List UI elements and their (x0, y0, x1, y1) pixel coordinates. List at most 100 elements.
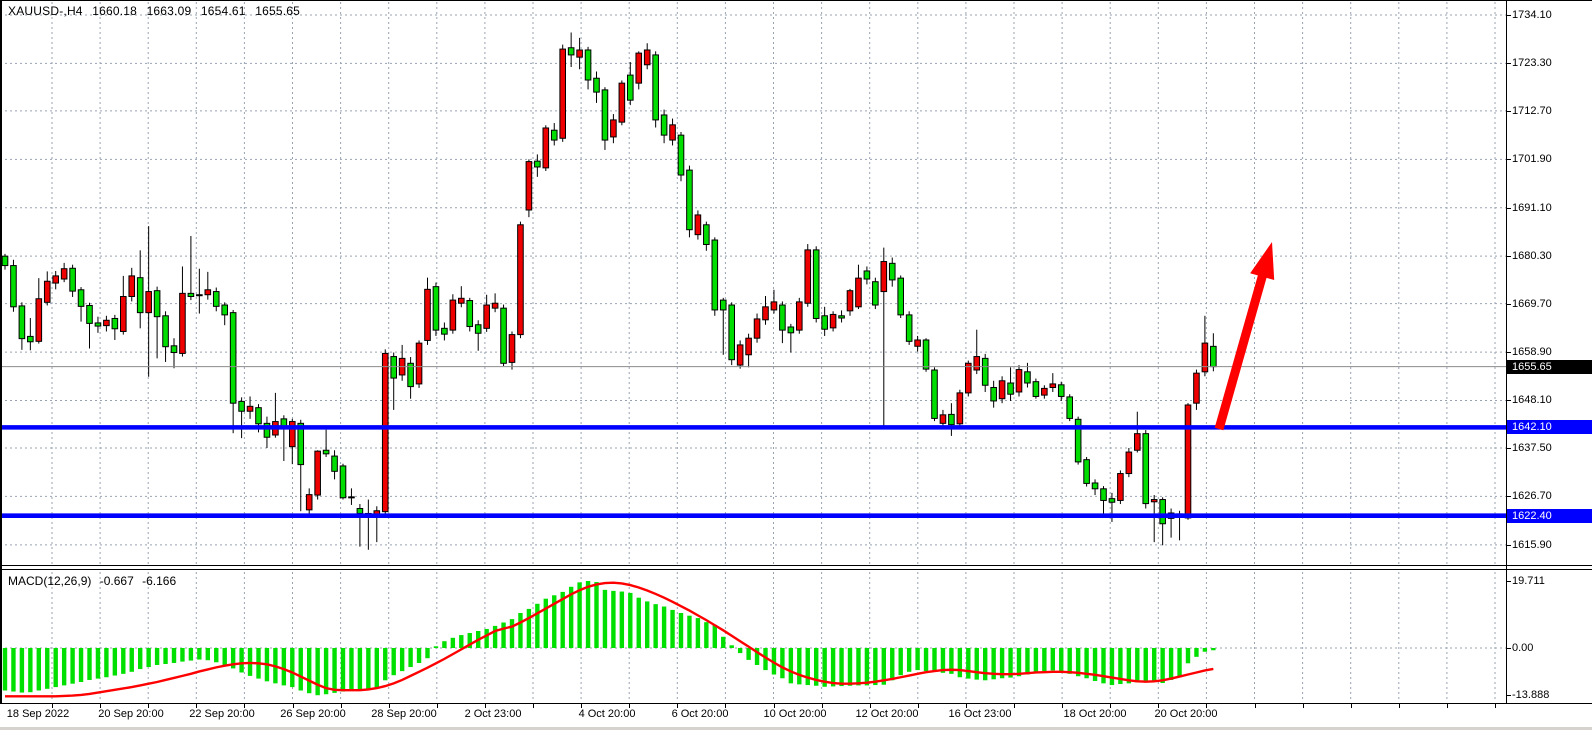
bull-candle (880, 261, 888, 293)
bull-candle (770, 301, 778, 311)
bear-candle (238, 400, 245, 412)
macd-histogram-bar (492, 625, 498, 648)
macd-histogram-bar (53, 648, 58, 688)
macd-histogram-bar (805, 648, 810, 686)
bull-candle (804, 249, 812, 304)
macd-histogram-bar (146, 648, 151, 668)
macd-histogram-bar (839, 648, 844, 687)
macd-histogram-bar (1202, 648, 1208, 652)
macd-histogram-bar (704, 622, 709, 648)
macd-histogram-bar (729, 645, 734, 648)
bull-candle (1015, 369, 1023, 393)
time-axis-tick (292, 703, 294, 708)
price-axis-tick (1506, 448, 1511, 449)
bear-candle (779, 304, 786, 331)
bear-candle (331, 455, 338, 472)
time-axis-tick (1158, 703, 1160, 708)
macd-histogram-bar (856, 648, 861, 686)
time-axis-label: 20 Sep 20:00 (98, 708, 164, 720)
bear-candle (703, 224, 710, 246)
macd-histogram-bar (957, 648, 963, 678)
macd-histogram-bar (1084, 648, 1089, 679)
bear-candle (170, 345, 178, 354)
window-left-border (0, 0, 2, 704)
bull-candle (1184, 404, 1192, 519)
bull-candle (973, 356, 981, 371)
bear-candle (1210, 345, 1217, 368)
macd-histogram-bar (1143, 648, 1148, 682)
bear-candle (356, 508, 364, 514)
time-axis-label: 20 Oct 20:00 (1154, 708, 1218, 720)
bear-candle (660, 114, 668, 136)
macd-histogram-bar (1177, 648, 1182, 678)
macd-histogram-bar (1050, 648, 1055, 671)
bear-candle (728, 304, 736, 361)
bear-candle (686, 169, 693, 231)
time-axis-tick (629, 703, 631, 708)
price-axis-tick (1506, 15, 1511, 17)
macd-histogram-bar (873, 648, 878, 686)
support-price-badge: 1642.10 (1507, 420, 1592, 435)
time-axis-label: 12 Oct 20:00 (855, 708, 919, 720)
macd-histogram-bar (391, 648, 396, 676)
macd-indicator-pane[interactable] (0, 570, 1506, 703)
macd-histogram-bar (1160, 648, 1165, 684)
bull-candle (458, 297, 465, 304)
bear-candle (888, 262, 896, 281)
bear-candle (297, 422, 305, 466)
macd-histogram-bar (340, 648, 346, 692)
macd-histogram-bar (121, 648, 126, 674)
current-price-badge: 1655.65 (1507, 359, 1592, 374)
macd-histogram-bar (670, 609, 675, 648)
macd-histogram-bar (188, 648, 194, 661)
price-axis-tick (1506, 496, 1511, 498)
macd-histogram-bar (535, 603, 540, 648)
macd-histogram-bar (357, 648, 363, 690)
price-chart-pane[interactable] (0, 0, 1506, 565)
macd-name: MACD(12,26,9) (8, 574, 92, 588)
bear-candle (981, 357, 989, 386)
bull-candle (669, 124, 676, 141)
macd-histogram-bar (374, 648, 379, 688)
macd-canvas[interactable] (0, 570, 1506, 703)
time-axis-tick (100, 703, 102, 708)
trend-arrow-head[interactable] (1250, 242, 1275, 281)
macd-histogram-bar (645, 601, 650, 648)
pane-divider-bottom[interactable] (0, 569, 1592, 570)
macd-histogram-bar (628, 592, 633, 648)
macd-histogram-bar (678, 612, 684, 648)
price-axis-label: 1626.70 (1512, 490, 1552, 503)
time-axis-tick (1110, 703, 1112, 708)
bull-candle (610, 119, 617, 138)
macd-histogram-bar (78, 648, 84, 682)
price-axis-tick (1506, 256, 1511, 258)
bear-candle (897, 277, 905, 316)
macd-histogram-bar (230, 648, 236, 669)
macd-histogram-bar (552, 595, 557, 648)
bull-candle (43, 280, 51, 303)
axis-separator (1506, 0, 1507, 704)
macd-signal-line (5, 581, 1214, 698)
macd-axis-tick (1506, 580, 1511, 582)
time-axis-tick (340, 703, 342, 708)
bear-candle (601, 89, 609, 141)
quote-open: 1660.18 (92, 4, 138, 18)
pane-divider-top[interactable] (0, 565, 1592, 566)
bull-candle (1193, 372, 1200, 404)
window-bottom-strip (0, 727, 1592, 730)
macd-histogram-bar (822, 648, 827, 687)
macd-histogram-bar (61, 648, 67, 686)
macd-histogram-bar (290, 648, 295, 688)
time-axis-tick (581, 703, 583, 708)
bear-candle (931, 369, 938, 419)
macd-histogram-bar (1008, 648, 1013, 678)
price-axis-label: 1680.30 (1512, 250, 1552, 263)
time-axis-tick (965, 703, 967, 708)
macd-histogram-bar (1033, 648, 1039, 673)
bull-candle (415, 342, 423, 385)
macd-histogram-bar (366, 648, 371, 689)
bear-candle (27, 335, 34, 343)
bear-candle (69, 267, 76, 292)
macd-histogram-bar (746, 648, 751, 660)
price-chart-canvas[interactable] (0, 0, 1506, 565)
